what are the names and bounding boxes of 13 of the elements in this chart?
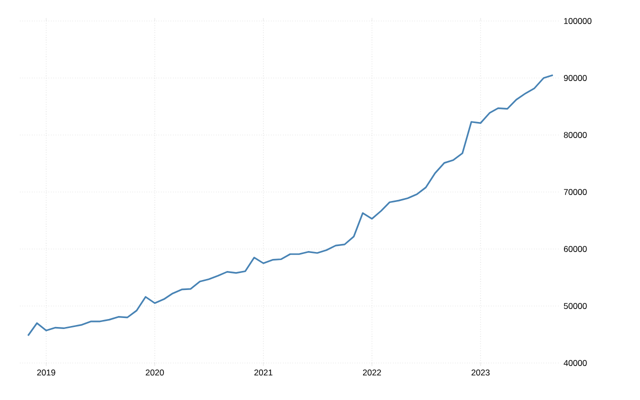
- x-tick-label: 2019: [37, 370, 56, 376]
- x-tick-label: 2022: [362, 370, 381, 376]
- y-tick-label: 60000: [564, 246, 587, 252]
- x-tick-label: 2021: [254, 370, 272, 376]
- x-tick-label: 2020: [146, 370, 164, 376]
- line-series: [27, 74, 554, 336]
- y-tick-label: 80000: [564, 132, 587, 138]
- x-tick-label: 2023: [472, 370, 490, 376]
- y-tick-label: 50000: [564, 303, 587, 309]
- y-tick-label: 70000: [564, 189, 587, 195]
- y-tick-label: 40000: [564, 360, 587, 366]
- y-tick-label: 90000: [564, 75, 587, 81]
- y-tick-label: 100000: [564, 18, 592, 24]
